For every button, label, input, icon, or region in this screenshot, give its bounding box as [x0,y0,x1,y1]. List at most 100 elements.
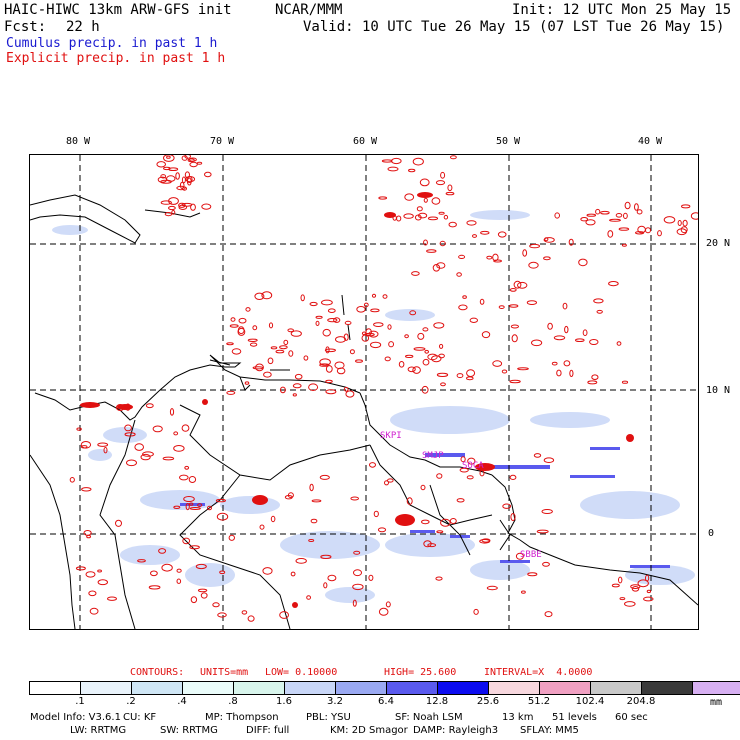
precip-contour [150,570,158,577]
precip-contour [137,559,146,563]
precip-contour [252,325,258,331]
precip-contour [637,579,649,588]
precip-contour [69,477,75,483]
precip-contour [681,204,691,209]
precip-contour [324,348,336,353]
legend-label: .4 [177,696,187,707]
lon-label-80w: 80 W [66,136,91,147]
precip-contour [370,341,382,349]
precip-contour [636,209,643,215]
precip-contour [450,155,457,160]
precip-contour [396,215,402,222]
precip-contour [591,374,599,380]
precip-contour [85,571,96,578]
precip-contour [369,462,376,468]
precip-contour [352,599,357,607]
precip-contour [308,539,315,542]
precip-contour [404,193,415,201]
precip-contour [181,424,190,432]
precip-contour [336,367,346,375]
precip-contour [216,512,229,521]
precip-contour [292,383,302,389]
legend-label: 204.8 [626,696,656,707]
precip-contour [290,330,302,337]
precip-contour [83,530,92,536]
precip-contour [544,611,553,618]
forecast-label: Fcst: [4,19,47,35]
precip-color-legend [29,681,740,695]
precip-contour [349,349,355,355]
precip-contour [528,261,539,269]
precip-contour [161,563,173,572]
precip-contour [384,480,389,486]
precip-contour [424,349,430,354]
precip-contour [295,558,307,564]
precip-contour [462,295,467,299]
precip-contour [587,380,598,385]
precip-contour [179,181,185,190]
precip-contour [635,231,645,235]
precip-contour [97,579,109,586]
heavy-precip-cores [80,192,634,608]
precip-contour [420,484,426,491]
precip-contour [427,216,439,221]
cumulus-precip-areas [52,210,695,603]
precip-contour [616,341,622,346]
precip-contour [290,571,296,577]
precip-contour [247,338,258,343]
precip-contour [510,513,516,521]
precip-contour [249,342,258,347]
precip-contour [624,601,636,607]
precip-contour [440,382,446,387]
legend-unit: mm [710,697,723,708]
precip-contour [176,185,186,191]
precip-contour [385,601,391,608]
station-label-smjp: SMJP [422,451,444,461]
precip-contour [97,442,109,447]
precip-contour [283,339,289,346]
precip-contour [544,237,549,242]
legend-swatch [30,682,81,694]
precip-contour [279,386,286,394]
precip-contour [509,304,519,308]
precip-contour [435,180,446,186]
precip-contour [378,607,389,616]
precip-contour [237,327,246,336]
precip-contour [268,322,274,329]
precip-contour [618,227,630,231]
precip-contour [618,576,623,584]
precip-contour [184,171,190,179]
precip-contour [345,390,355,398]
precip-contour [440,518,451,527]
precip-contour [212,602,220,608]
precip-contour [275,349,285,354]
precip-contour [422,358,430,366]
precip-contour [554,212,561,219]
precip-contour [355,359,363,363]
precip-contour [134,443,144,451]
precip-contour [582,329,588,336]
precip-contour [190,596,198,604]
precip-contour [615,213,623,218]
init-time: Init: 12 UTC Mon 25 May 15 [512,2,732,18]
model-title: HAIC-HIWC 13km ARW-GFS init [4,2,232,18]
precip-contour [325,346,330,354]
precip-contour [569,369,574,377]
precip-contour [481,331,491,339]
precip-contour [353,550,361,555]
precip-contour [529,243,541,249]
lon-label-70w: 70 W [210,136,235,147]
precip-contour [556,369,562,377]
precip-contour [541,509,553,514]
precip-contour [373,322,384,328]
precip-contour [333,317,341,323]
precip-contour [553,335,566,341]
precip-contour [646,589,652,594]
precip-contour [510,324,519,329]
contours-high: HIGH= 25.600 [384,667,457,678]
precip-contour [543,457,555,464]
precip-contour [498,305,505,310]
precip-contour [580,216,589,222]
model-info-item: SFLAY: MM5 [520,725,579,736]
precip-contour [521,590,526,594]
